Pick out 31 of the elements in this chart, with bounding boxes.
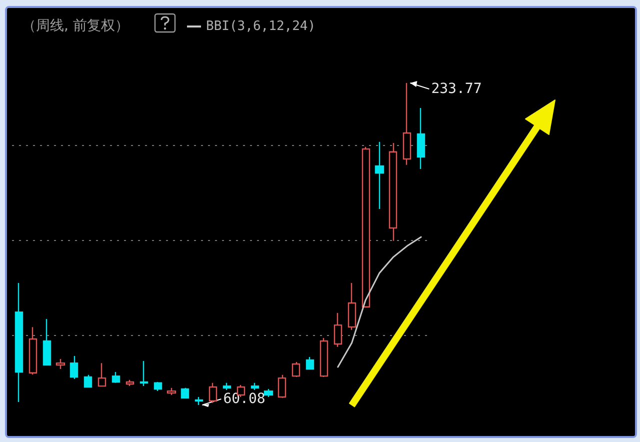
candlestick (348, 282, 356, 330)
candlestick (140, 360, 148, 387)
candlestick (250, 382, 260, 391)
legend-label: BBI(3,6,12,24) (206, 19, 316, 34)
candlestick (166, 387, 176, 396)
candlestick (334, 312, 342, 348)
candlestick (306, 356, 314, 370)
candlestick (388, 142, 398, 242)
candlestick (278, 374, 286, 399)
candlestick (70, 355, 78, 380)
candlestick (180, 387, 190, 399)
candlestick (264, 388, 274, 398)
annotation: 60.08 (223, 391, 266, 407)
candlestick (208, 382, 218, 404)
candlestick (14, 282, 24, 403)
candlestick (292, 361, 300, 378)
candlestick (154, 381, 162, 392)
candlestick (222, 382, 232, 391)
candlestick (98, 362, 106, 387)
candlestick (84, 374, 92, 388)
text: 233.77 (431, 81, 482, 97)
candlestick (126, 379, 134, 387)
candlestick (320, 337, 328, 378)
candlestick (416, 107, 426, 170)
candlestick (56, 358, 66, 370)
candlestick (42, 318, 52, 366)
candlestick (112, 371, 120, 384)
candlestick (362, 146, 370, 308)
candlestick (28, 326, 38, 376)
candlestick (374, 141, 384, 210)
chart-title: （周线, 前复权） (22, 18, 129, 34)
